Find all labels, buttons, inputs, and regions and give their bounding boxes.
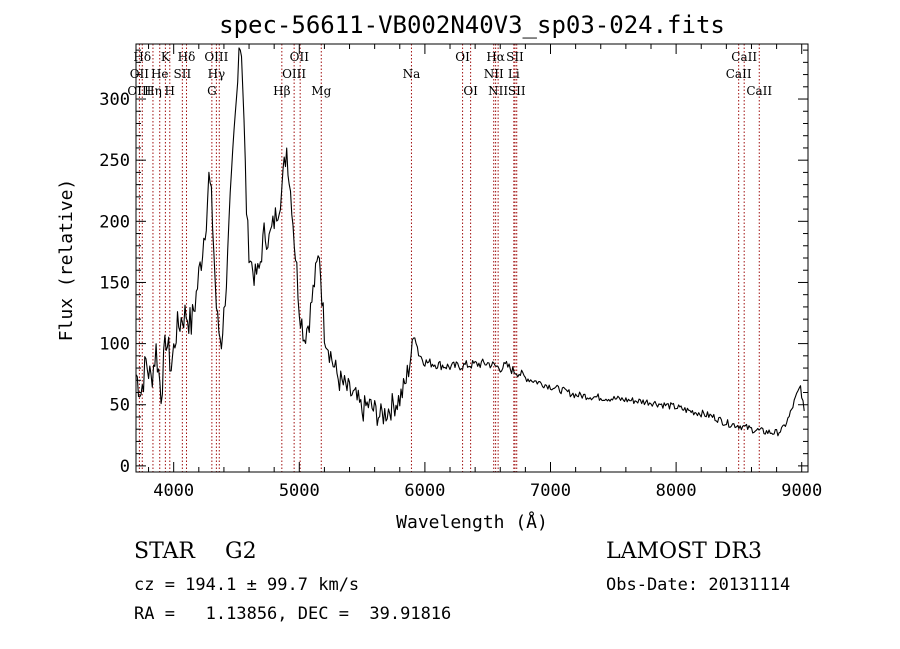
line-label: CaII [726,67,752,81]
line-label: Hγ [208,67,226,81]
line-label: NII [488,84,508,98]
x-tick-label: 6000 [404,481,445,501]
line-label: Hα [486,50,505,64]
y-axis-label: Flux (relative) [56,179,77,342]
line-label: Li [508,67,520,81]
line-label: OII [290,50,310,64]
y-tick-label: 300 [99,90,130,110]
object-subclass: G2 [225,539,257,564]
x-axis-label: Wavelength (Å) [396,511,548,533]
y-tick-label: 200 [99,212,130,232]
x-tick-label: 4000 [153,481,194,501]
spectrum-line [135,47,805,437]
axis-ticks: 4000 5000 6000 7000 8000 9000 0 50 100 150 200 250 3… [99,44,822,501]
line-label: He [151,67,169,81]
y-tick-label: 100 [99,335,130,355]
line-label: SII [508,84,526,98]
line-label: Hδ [178,50,196,64]
survey-name: LAMOST DR3 [606,539,762,564]
object-type: STAR [134,539,195,564]
x-tick-label: 8000 [656,481,697,501]
line-label: Hβ [273,84,290,98]
line-label: Hδ [133,50,151,64]
line-label: OIII [127,84,151,98]
coordinates: RA = 1.13856, DEC = 39.91816 [134,604,452,624]
line-label: NII [484,67,504,81]
line-label: CaII [731,50,757,64]
line-label: H [165,84,175,98]
object-class: STAR G2 [134,539,257,564]
line-label: OII [130,67,150,81]
plot-frame [135,43,809,473]
line-label: SII [173,67,191,81]
y-tick-label: 50 [110,396,130,416]
obs-date: Obs-Date: 20131114 [606,575,791,595]
line-label: Na [403,67,421,81]
x-tick-label: 9000 [781,481,822,501]
x-tick-label: 7000 [530,481,571,501]
line-label: OI [455,50,470,64]
marker-lines [138,44,760,472]
line-label: OI [463,84,478,98]
line-label: OIII [204,50,228,64]
y-tick-label: 150 [99,273,130,293]
line-label: K [161,50,171,64]
line-label: CaII [746,84,772,98]
x-tick-label: 5000 [279,481,320,501]
line-label: OIII [282,67,306,81]
line-label: Mg [311,84,331,98]
series-group [135,47,805,437]
line-label: Hη [144,84,162,98]
y-tick-label: 0 [120,457,130,477]
y-tick-label: 250 [99,151,130,171]
line-label: G [207,84,217,98]
redshift-text: cz = 194.1 ± 99.7 km/s [134,575,360,595]
chart-title: spec-56611-VB002N40V3_sp03-024.fits [219,11,725,39]
line-label: SII [506,50,524,64]
